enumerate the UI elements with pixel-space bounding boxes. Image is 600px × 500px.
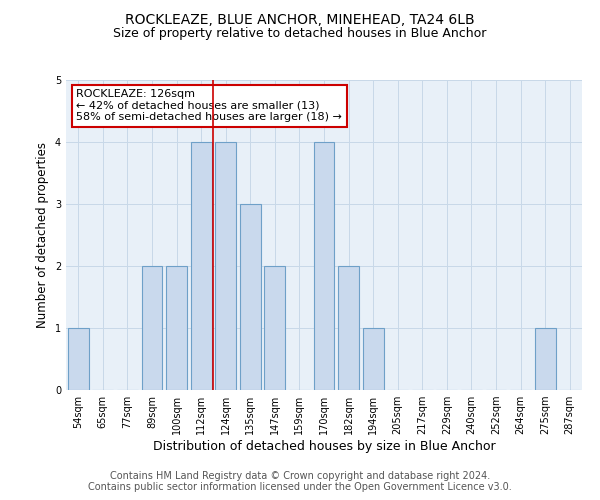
Bar: [215, 142, 236, 390]
Bar: [191, 142, 212, 390]
Text: Size of property relative to detached houses in Blue Anchor: Size of property relative to detached ho…: [113, 28, 487, 40]
Bar: [535, 328, 556, 390]
Bar: [68, 328, 89, 390]
Bar: [338, 266, 359, 390]
Bar: [265, 266, 286, 390]
Bar: [362, 328, 383, 390]
Text: ROCKLEAZE: 126sqm
← 42% of detached houses are smaller (13)
58% of semi-detached: ROCKLEAZE: 126sqm ← 42% of detached hous…: [76, 90, 342, 122]
Text: ROCKLEAZE, BLUE ANCHOR, MINEHEAD, TA24 6LB: ROCKLEAZE, BLUE ANCHOR, MINEHEAD, TA24 6…: [125, 12, 475, 26]
Bar: [314, 142, 334, 390]
Bar: [166, 266, 187, 390]
X-axis label: Distribution of detached houses by size in Blue Anchor: Distribution of detached houses by size …: [152, 440, 496, 453]
Text: Contains HM Land Registry data © Crown copyright and database right 2024.: Contains HM Land Registry data © Crown c…: [110, 471, 490, 481]
Y-axis label: Number of detached properties: Number of detached properties: [37, 142, 49, 328]
Bar: [142, 266, 163, 390]
Text: Contains public sector information licensed under the Open Government Licence v3: Contains public sector information licen…: [88, 482, 512, 492]
Bar: [240, 204, 261, 390]
